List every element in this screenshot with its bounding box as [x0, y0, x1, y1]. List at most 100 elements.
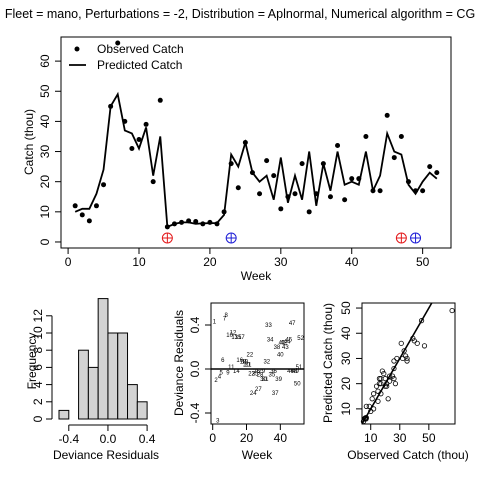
pred-obs-x-axis-title: Observed Catch (thou) — [347, 448, 468, 462]
residual-week-label: 24 — [250, 391, 257, 397]
histogram-bars — [58, 298, 148, 420]
residual-week-label: 28 — [257, 373, 264, 379]
pred-obs-x-tick-label: 50 — [422, 431, 436, 445]
observed-catch-point — [207, 219, 213, 225]
pred-obs-axes: 10 30 50 10 20 30 40 50 — [339, 301, 436, 445]
histogram-y-tick-label: 0 — [31, 415, 45, 422]
observed-catch-point — [349, 176, 355, 182]
figure-title: Fleet = mano, Perturbations = -2, Distri… — [5, 7, 475, 21]
catch-y-tick-label: 60 — [38, 54, 52, 68]
histogram-bar — [117, 332, 129, 420]
observed-catch-point — [171, 221, 177, 227]
pred-obs-y-tick-label: 50 — [339, 301, 353, 315]
residual-week-label: 19 — [241, 359, 248, 365]
pred-obs-y-tick-label: 10 — [339, 402, 353, 416]
pred-obs-point — [382, 383, 388, 389]
pred-obs-point — [382, 376, 388, 382]
pred-obs-x-tick-label: 30 — [393, 431, 407, 445]
observed-catch-point — [257, 191, 263, 197]
observed-catch-point — [391, 155, 397, 161]
pred-obs-x-tick-label: 10 — [364, 431, 378, 445]
residual-week-label: 31 — [262, 377, 269, 383]
pred-obs-point — [394, 355, 400, 362]
pred-obs-point — [371, 406, 377, 412]
pred-obs-point — [366, 403, 372, 409]
residuals-axes: 0 20 40 -0.4 0.0 0.4 — [188, 316, 304, 445]
pred-obs-point — [384, 381, 390, 387]
observed-catch-point — [398, 133, 404, 139]
histogram-x-tick-label: 0.0 — [100, 432, 117, 446]
residual-week-labels: 1234567891011121314151617181920212223242… — [213, 313, 305, 425]
residual-week-label: 36 — [270, 369, 277, 375]
observed-catch-point — [413, 188, 419, 194]
residual-week-label: 42 — [280, 341, 287, 347]
observed-catch-point — [72, 203, 78, 209]
residuals-x-tick-label: 20 — [240, 431, 254, 445]
observed-catch-point — [356, 176, 362, 182]
pred-obs-y-axis-title: Predicted Catch (thou) — [321, 303, 335, 423]
catch-y-tick-label: 30 — [38, 145, 52, 159]
pred-obs-point — [375, 398, 381, 404]
histogram-y-tick-label: 8 — [31, 347, 45, 354]
residual-week-label: 33 — [265, 323, 272, 329]
residual-week-label: 14 — [233, 369, 240, 375]
pred-obs-point — [398, 340, 404, 346]
observed-catch-point — [136, 136, 142, 142]
histogram-bar — [87, 366, 99, 420]
residuals-x-tick-label: 0 — [209, 431, 216, 445]
observed-catch-point — [335, 143, 341, 149]
histogram-y-tick-label: 10 — [31, 326, 45, 340]
residual-histogram-panel: Frequency Deviance Residuals -0.4 0.0 0.4 0… — [25, 298, 159, 462]
pred-obs-point — [363, 403, 369, 409]
pred-obs-point — [418, 318, 425, 324]
histogram-bar — [127, 384, 138, 420]
legend-predicted-label: Predicted Catch — [97, 58, 182, 72]
histogram-y-axis-title: Frequency — [25, 333, 39, 390]
observed-catch-points — [72, 40, 440, 230]
residual-week-label: 30 — [260, 377, 267, 383]
observed-catch-point — [377, 188, 383, 194]
pred-obs-point — [381, 370, 387, 377]
residuals-y-axis-title: Deviance Residuals — [172, 310, 186, 416]
legend-observed-label: Observed Catch — [97, 42, 184, 56]
residual-week-label: 50 — [294, 381, 301, 387]
histogram-bar — [136, 401, 148, 420]
histogram-axes: -0.4 0.0 0.4 0 2 4 6 8 10 12 — [31, 309, 156, 446]
residual-week-label: 20 — [243, 363, 250, 369]
pred-obs-point — [378, 391, 384, 397]
pred-obs-point — [391, 376, 397, 382]
pred-obs-point — [371, 391, 377, 397]
pred-obs-point — [379, 368, 385, 374]
residual-week-label: 51 — [296, 365, 303, 371]
observed-catch-point — [285, 194, 291, 200]
pred-obs-point — [410, 335, 416, 341]
pred-obs-point — [391, 358, 397, 364]
pred-obs-point — [401, 348, 407, 354]
observed-catch-point — [150, 179, 156, 185]
observed-catch-point — [313, 191, 319, 197]
pred-obs-point — [387, 373, 393, 379]
catch-y-tick-label: 50 — [38, 84, 52, 98]
observed-catch-point — [93, 203, 99, 209]
catch-y-axis-title: Catch (thou) — [22, 109, 36, 175]
observed-catch-point — [108, 103, 114, 109]
histogram-y-tick-label: 4 — [31, 381, 45, 388]
observed-catch-point — [327, 194, 333, 200]
observed-catch-point — [122, 118, 128, 124]
observed-catch-point — [342, 197, 348, 203]
observed-catch-point — [179, 219, 185, 225]
residuals-y-tick-label: -0.4 — [188, 402, 202, 423]
pred-obs-point — [375, 388, 381, 394]
residual-week-label: 52 — [297, 336, 304, 342]
histogram-y-tick-label: 12 — [31, 309, 45, 323]
catch-x-axis-title: Week — [241, 269, 272, 283]
histogram-bar — [58, 409, 70, 420]
observed-catch-point — [420, 188, 426, 194]
observed-catch-point — [320, 161, 326, 167]
residual-week-label: 45 — [285, 337, 292, 343]
pred-obs-point — [389, 373, 396, 379]
residual-week-label: 38 — [274, 345, 281, 351]
observed-catch-point — [384, 112, 390, 118]
observed-catch-point — [200, 221, 206, 227]
residual-week-label: 4 — [218, 375, 222, 381]
